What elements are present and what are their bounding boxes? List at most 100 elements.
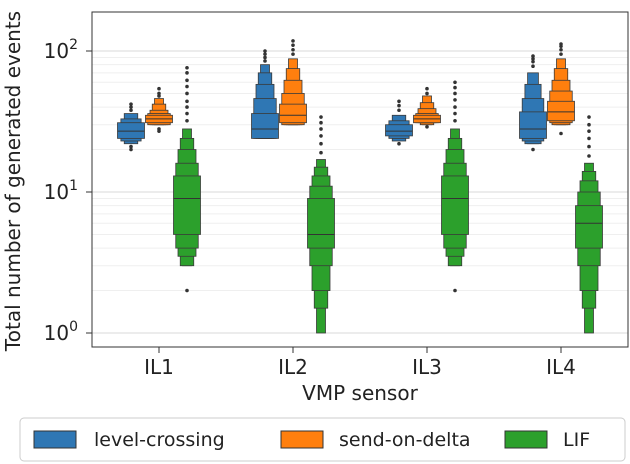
outlier-point [129, 147, 133, 152]
outlier-point [129, 144, 133, 149]
x-axis-label: VMP sensor [302, 381, 418, 405]
outlier-point [559, 47, 563, 52]
outlier-point [453, 111, 457, 116]
outlier-point [157, 127, 161, 131]
outlier-point [531, 54, 535, 58]
outlier-point [531, 64, 535, 69]
outlier-point [559, 131, 563, 136]
outlier-point [319, 134, 323, 138]
box-level-crossing-il4 [519, 54, 547, 152]
outlier-point [185, 66, 189, 70]
outlier-point [397, 108, 401, 113]
y-axis: 100 101 102 [44, 37, 92, 345]
outlier-point [425, 91, 429, 96]
outlier-point [157, 91, 161, 96]
box-level-crossing-il2 [251, 49, 279, 139]
y-tick-label: 100 [44, 319, 78, 345]
outlier-point [185, 84, 189, 89]
x-axis: IL1 IL2 IL3 IL4 [144, 347, 576, 379]
outlier-point [157, 94, 161, 98]
outlier-point [185, 111, 189, 116]
x-tick-label-il2: IL2 [278, 355, 308, 379]
x-tick-label-il3: IL3 [412, 355, 442, 379]
legend-swatch-lif [504, 430, 548, 449]
outlier-point [453, 105, 457, 109]
outlier-point [559, 42, 563, 46]
box-level-crossing-il1 [117, 102, 145, 152]
outlier-point [587, 154, 591, 158]
legend-swatch-send-on-delta [280, 430, 324, 449]
box-lif-il2 [307, 115, 335, 334]
outlier-point [263, 55, 267, 60]
outlier-point [185, 118, 189, 123]
outlier-point [587, 122, 591, 127]
y-tick-label: 101 [44, 178, 78, 204]
outlier-point [453, 80, 457, 85]
box-lif-il3 [441, 80, 469, 293]
box-send-on-delta-il3 [413, 86, 441, 129]
outlier-point [185, 78, 189, 83]
outlier-point [263, 49, 267, 53]
outlier-point [263, 59, 267, 63]
x-tick-label-il4: IL4 [546, 355, 576, 379]
x-tick-label-il1: IL1 [144, 355, 174, 379]
outlier-point [453, 118, 457, 123]
outlier-point [129, 102, 133, 106]
outlier-point [291, 39, 295, 43]
outlier-point [397, 103, 401, 108]
outlier-point [397, 141, 401, 146]
box-level-0 [173, 175, 201, 235]
box-level-0 [385, 124, 413, 137]
outlier-point [291, 47, 295, 52]
box-lif-il1 [173, 66, 201, 293]
outlier-point [157, 86, 161, 91]
outlier-point [185, 91, 189, 96]
box-level-0 [279, 103, 307, 124]
outlier-point [319, 127, 323, 131]
outlier-point [425, 125, 429, 129]
outlier-point [319, 115, 323, 119]
box-level-0 [117, 122, 145, 139]
box-level-0 [575, 205, 603, 249]
outlier-point [453, 91, 457, 96]
legend: level-crossing send-on-delta LIF [19, 417, 626, 462]
outlier-point [129, 108, 133, 113]
plot-frame [91, 11, 629, 348]
box-level-0 [519, 111, 547, 139]
outlier-point [587, 129, 591, 133]
box-level-0 [251, 113, 279, 139]
outlier-point [185, 99, 189, 104]
legend-swatch-level-crossing [33, 430, 77, 449]
outlier-point [291, 52, 295, 56]
outlier-point [291, 43, 295, 47]
outlier-point [587, 115, 591, 119]
outlier-point [531, 147, 535, 152]
box-send-on-delta-il4 [547, 42, 575, 136]
outlier-point [559, 52, 563, 56]
outlier-point [319, 120, 323, 125]
outlier-point [587, 136, 591, 141]
legend-label-send-on-delta: send-on-delta [339, 429, 471, 451]
outlier-point [185, 288, 189, 293]
outlier-point [319, 150, 323, 155]
outlier-point [185, 105, 189, 109]
outlier-point [453, 288, 457, 293]
legend-label-lif: LIF [563, 429, 590, 451]
outlier-point [453, 98, 457, 102]
outlier-point [129, 105, 133, 109]
box-lif-il4 [575, 115, 603, 334]
outlier-point [425, 86, 429, 91]
box-send-on-delta-il2 [279, 39, 307, 126]
outlier-point [531, 57, 535, 61]
box-level-0 [441, 175, 469, 235]
y-tick-label: 102 [44, 37, 78, 63]
y-axis-label: Total number of generated events [1, 11, 25, 352]
legend-label-level-crossing: level-crossing [94, 429, 225, 451]
outlier-point [319, 141, 323, 146]
box-level-0 [307, 198, 335, 249]
outlier-point [453, 85, 457, 90]
outlier-point [185, 71, 189, 75]
box-level-crossing-il3 [385, 99, 413, 146]
outlier-point [531, 59, 535, 64]
box-send-on-delta-il1 [145, 86, 173, 133]
